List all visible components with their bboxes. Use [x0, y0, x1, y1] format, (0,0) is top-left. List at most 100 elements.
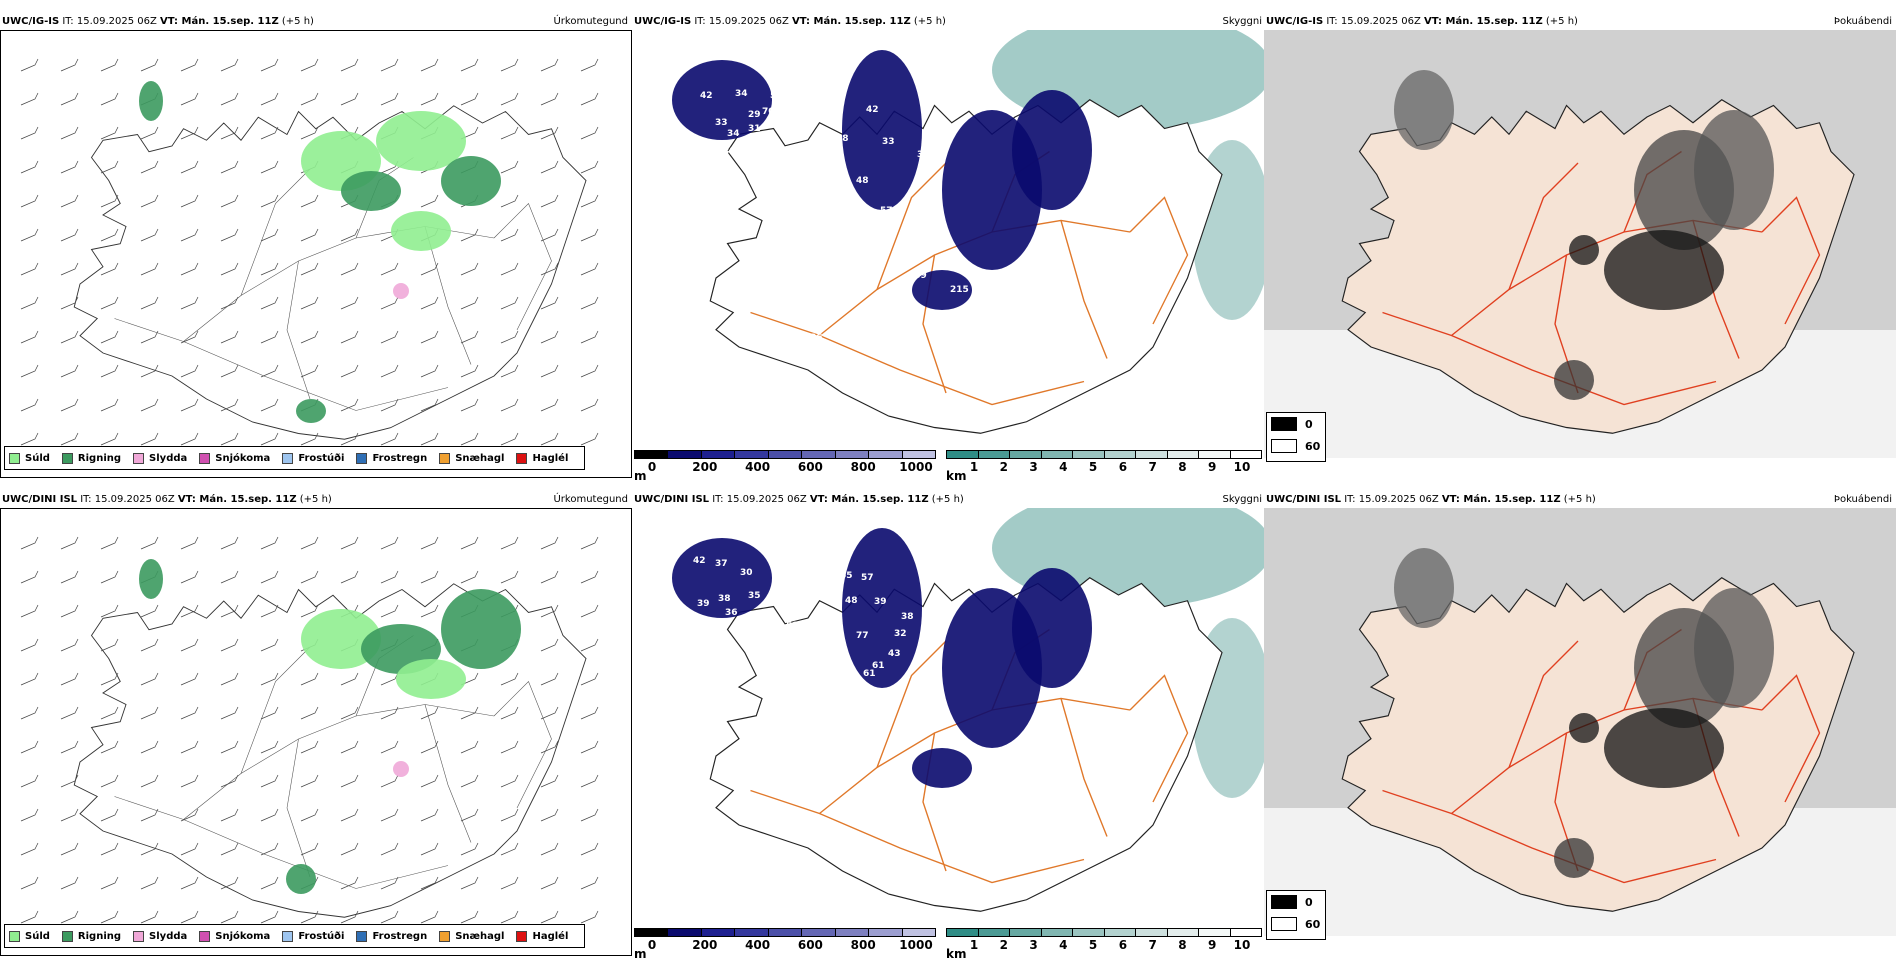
colorbar-tick-label: 8: [1178, 938, 1187, 952]
cloud-base-value: 38: [737, 619, 750, 629]
wind-barb: [220, 876, 239, 890]
wind-barb: [420, 706, 439, 720]
panel-type-label: Skyggni: [1222, 494, 1262, 505]
wind-barb: [300, 740, 319, 754]
road-line: [1129, 196, 1189, 325]
cloud-base-value: 315: [632, 541, 639, 551]
wind-barb: [300, 570, 319, 584]
wind-barb: [500, 774, 519, 788]
colorbar-cell: [1136, 451, 1168, 458]
legend-item: Slydda: [133, 930, 187, 942]
colorbar-cell: [869, 929, 903, 936]
low-cloud-area: [912, 748, 972, 788]
precip-type-panel-1: UWC/IG-IS IT: 15.09.2025 06Z VT: Mán. 15…: [0, 14, 632, 478]
colorbar-cells: [946, 928, 1262, 937]
wind-barb: [300, 228, 319, 242]
wind-barb: [580, 740, 599, 754]
wind-barb: [260, 398, 279, 412]
wind-barb: [20, 774, 39, 788]
road-line: [1761, 196, 1821, 325]
colorbar-unit: km: [946, 469, 967, 483]
colorbar-cells: [946, 450, 1262, 459]
colorbar-tick-label: 5: [1088, 460, 1098, 474]
wind-barb: [300, 194, 319, 208]
cloud-base-value: 31: [748, 124, 761, 134]
colorbar-cells: [634, 928, 936, 937]
valid-time: Mán. 15.sep. 11Z: [199, 494, 297, 505]
fog-legend-label: 0: [1305, 895, 1313, 909]
wind-barb: [420, 92, 439, 106]
legend-item: Slydda: [133, 452, 187, 464]
precip-area: [393, 283, 409, 299]
wind-barb: [580, 570, 599, 584]
wind-barb: [220, 160, 239, 174]
cloud-base-value: 35: [726, 183, 739, 193]
wind-barb: [180, 58, 199, 72]
wind-barb: [420, 876, 439, 890]
wind-barb: [220, 398, 239, 412]
wind-barb: [180, 672, 199, 686]
wind-barb: [340, 330, 359, 344]
wind-barb: [180, 398, 199, 412]
precip-area: [441, 589, 521, 669]
wind-barb: [340, 296, 359, 310]
legend-label: Súld: [25, 452, 50, 464]
wind-barb: [540, 398, 559, 412]
wind-barb: [540, 194, 559, 208]
cloud-base-value: 42: [866, 105, 879, 115]
valid-time: Mán. 15.sep. 11Z: [181, 16, 279, 27]
cloud-base-value: 61: [863, 669, 876, 679]
wind-barb: [500, 364, 519, 378]
wind-barb: [180, 774, 199, 788]
wind-barb: [180, 740, 199, 754]
wind-barb: [60, 58, 79, 72]
wind-barb: [300, 808, 319, 822]
colorbar-cells: [634, 450, 936, 459]
wind-barb: [540, 740, 559, 754]
legend-swatch: [356, 452, 368, 464]
colorbar-tick-label: 200: [692, 460, 718, 474]
colorbar-cell: [1136, 929, 1168, 936]
panel-type-label: Þokuábendi: [1833, 16, 1892, 27]
wind-barb: [340, 536, 359, 550]
wind-barb: [100, 808, 119, 822]
wind-barb: [580, 330, 599, 344]
wind-barb: [460, 808, 479, 822]
legend-swatch: [439, 452, 451, 464]
wind-barb: [460, 262, 479, 276]
colorbar-cell: [701, 929, 736, 936]
fog-map-canvas: [1264, 508, 1896, 936]
wind-barb: [580, 672, 599, 686]
legend-item: Haglél: [516, 452, 568, 464]
wind-barb: [220, 740, 239, 754]
wind-barb: [20, 296, 39, 310]
wind-barb: [380, 740, 399, 754]
cloud-base-value: 82: [795, 628, 808, 638]
colorbar-cell: [902, 451, 935, 458]
wind-barb: [580, 92, 599, 106]
wind-barb: [500, 398, 519, 412]
wind-barb: [60, 160, 79, 174]
cloud-base-value: 67: [830, 189, 843, 199]
wind-barb: [140, 774, 159, 788]
wind-barb: [260, 58, 279, 72]
legend-swatch: [199, 930, 211, 942]
wind-barb: [140, 262, 159, 276]
cloud-base-value: 56: [852, 699, 865, 709]
legend-swatch: [356, 930, 368, 942]
fog-legend: 0 60: [1266, 890, 1326, 940]
precip-legend: Súld Rigning Slydda Snjókoma Frostúði Frostre…: [4, 446, 586, 470]
wind-barb: [260, 808, 279, 822]
wind-barb: [460, 774, 479, 788]
wind-barb: [100, 160, 119, 174]
cloud-base-value: 30: [740, 568, 753, 578]
legend-swatch: [199, 452, 211, 464]
wind-barb: [540, 58, 559, 72]
colorbar-cell: [735, 451, 769, 458]
colorbar-tick-label: 7: [1148, 460, 1157, 474]
model-name: UWC/IG-IS: [2, 16, 60, 27]
wind-barb: [340, 58, 359, 72]
wind-barb: [460, 910, 479, 924]
cloud-base-value: 93: [773, 663, 786, 673]
colorbar-tick-label: 5: [1088, 938, 1098, 952]
